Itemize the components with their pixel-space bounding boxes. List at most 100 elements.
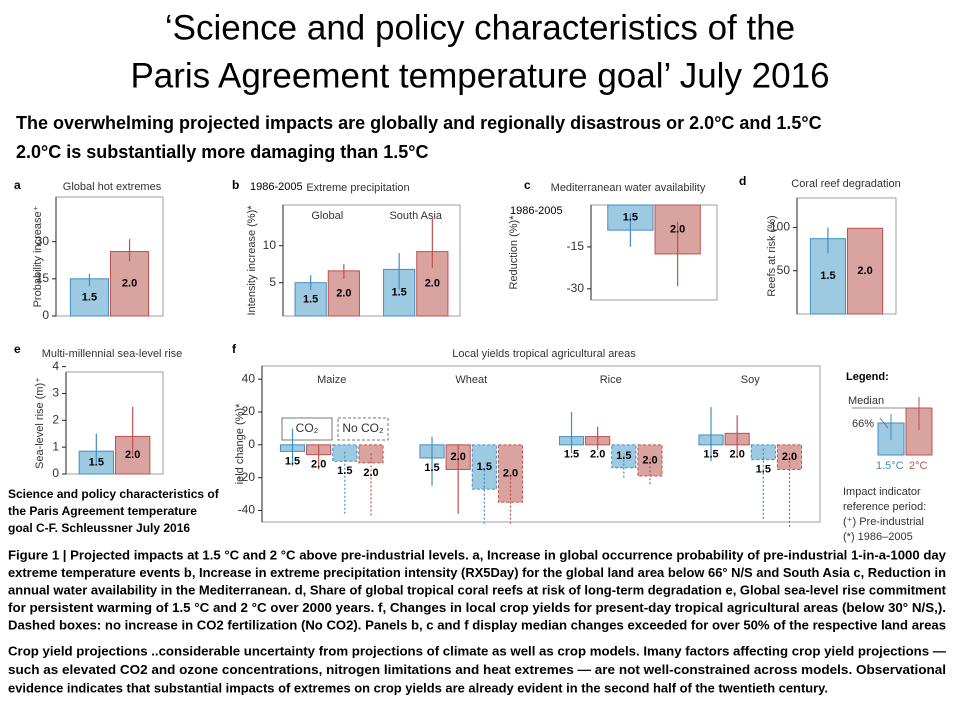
y-axis-label: Sea-level rise (m)⁺ bbox=[34, 377, 46, 469]
legend-label: reference period: bbox=[843, 501, 926, 513]
bar-label: 1.5 bbox=[337, 465, 352, 477]
y-axis-label: ield change (%)* bbox=[234, 403, 246, 484]
bar-label: 2.0 bbox=[311, 459, 326, 471]
y-tick-label: -15 bbox=[567, 239, 585, 253]
bar bbox=[294, 282, 327, 317]
bar-label: 1.5 bbox=[285, 455, 300, 467]
footer-line: such as elevated CO2 and ozone concentra… bbox=[8, 663, 946, 677]
y-tick-label: 1 bbox=[52, 439, 59, 453]
caption-line: Dashed boxes: no increase in CO2 fertili… bbox=[8, 618, 946, 632]
legend-label: 66% bbox=[852, 418, 874, 430]
bar-label: 2.0 bbox=[425, 278, 440, 290]
y-tick-label: 30 bbox=[36, 234, 50, 248]
title: ‘Science and policy characteristics of t… bbox=[165, 8, 795, 47]
y-tick-label: 3 bbox=[52, 386, 59, 400]
panel-title: Mediterranean water availability bbox=[551, 182, 706, 194]
bar-label: 2.0 bbox=[363, 467, 378, 479]
bar-label: 1.5 bbox=[756, 464, 771, 476]
bar bbox=[750, 444, 776, 461]
bar-label: 1.5 bbox=[623, 211, 638, 223]
legend-label: Impact indicator bbox=[843, 486, 921, 498]
bar-label: 1.5 bbox=[303, 293, 318, 305]
bar bbox=[847, 227, 884, 315]
legend-label: Median bbox=[848, 395, 884, 407]
bar-label: 2.0 bbox=[670, 223, 685, 235]
group-key bbox=[281, 417, 333, 441]
bar-label: 2.0 bbox=[642, 454, 657, 466]
y-tick-label: 20 bbox=[242, 404, 256, 418]
y-tick-label: 0 bbox=[52, 466, 59, 480]
group-key bbox=[337, 417, 389, 441]
footer-line: evidence indicates that substantial impa… bbox=[8, 681, 828, 695]
panel-letter: d bbox=[739, 174, 746, 188]
bar-label: 2.0 bbox=[782, 451, 797, 463]
y-axis-label: Reefs at risk (%) bbox=[766, 215, 778, 296]
bar-label: 1.5 bbox=[392, 287, 407, 299]
y-tick-label: 100 bbox=[770, 220, 790, 234]
bar-label: 2.0 bbox=[451, 451, 466, 463]
bar-label: 2.0 bbox=[122, 278, 137, 290]
panel-letter: b bbox=[232, 178, 239, 192]
bar-label: 1.5 bbox=[703, 449, 718, 461]
y-tick-label: 0 bbox=[248, 437, 255, 451]
caption-line: Figure 1 | Projected impacts at 1.5 °C a… bbox=[8, 548, 946, 562]
bar-label: 1.5 bbox=[477, 461, 492, 473]
bar-label: 1.5 bbox=[820, 270, 835, 282]
bar bbox=[497, 444, 524, 503]
panel-letter: a bbox=[14, 178, 21, 192]
bar-label: 1.5 bbox=[82, 291, 97, 303]
group-label: No CO₂ bbox=[342, 421, 384, 435]
footer-line: Crop yield projections ..considerable un… bbox=[8, 644, 947, 658]
legend-label: 2°C bbox=[909, 460, 928, 472]
y-tick-label: 5 bbox=[269, 275, 276, 289]
caption-line: for persistent warming of 1.5 °C and 2 °… bbox=[8, 601, 946, 615]
annotation: 1986-2005 bbox=[510, 205, 563, 217]
bar-label: 2.0 bbox=[503, 467, 518, 479]
bar bbox=[110, 251, 150, 317]
side-note: the Paris Agreement temperature bbox=[8, 504, 197, 518]
category-label: Maize bbox=[317, 374, 346, 386]
bar-label: 2.0 bbox=[730, 449, 745, 461]
bar-label: 1.5 bbox=[616, 450, 631, 462]
category-label: Soy bbox=[741, 374, 760, 386]
bar bbox=[416, 251, 449, 317]
y-axis-label: Probability increase⁺ bbox=[32, 205, 44, 307]
category-label: Wheat bbox=[455, 374, 487, 386]
legend-title: Legend: bbox=[846, 371, 889, 383]
y-axis-label: Reduction (%)* bbox=[508, 215, 520, 290]
panel-title: Coral reef degradation bbox=[791, 178, 900, 190]
side-note: goal C-F. Schleussner July 2016 bbox=[8, 521, 190, 535]
panel-letter: e bbox=[14, 342, 21, 356]
legend-label: (*) 1986–2005 bbox=[843, 531, 913, 543]
legend-label: (⁺) Pre-industrial bbox=[843, 516, 924, 528]
panel-title: Local yields tropical agricultural areas bbox=[452, 348, 636, 360]
headline: 2.0°C is substantially more damaging tha… bbox=[16, 142, 429, 162]
group-label: CO₂ bbox=[296, 421, 319, 435]
title: Paris Agreement temperature goal’ July 2… bbox=[130, 56, 829, 95]
y-axis-label: Intensity increase (%)* bbox=[246, 205, 258, 316]
category-label: South Asia bbox=[389, 210, 442, 222]
annotation: 1986-2005 bbox=[250, 181, 303, 193]
bar-label: 2.0 bbox=[125, 449, 140, 461]
category-label: Global bbox=[311, 210, 343, 222]
bar-label: 2.0 bbox=[336, 287, 351, 299]
panel-title: Global hot extremes bbox=[63, 181, 162, 193]
y-tick-label: 10 bbox=[263, 238, 277, 252]
caption-line: extreme temperature events b, Increase i… bbox=[8, 566, 946, 580]
y-tick-label: 4 bbox=[52, 359, 59, 373]
category-label: Rice bbox=[600, 374, 622, 386]
caption-line: annual water availability in the Mediter… bbox=[8, 583, 947, 597]
bar-label: 2.0 bbox=[590, 449, 605, 461]
y-tick-label: 15 bbox=[36, 271, 50, 285]
y-tick-label: -30 bbox=[567, 281, 585, 295]
panel-letter: c bbox=[524, 178, 531, 192]
y-tick-label: 0 bbox=[42, 308, 49, 322]
y-tick-label: 40 bbox=[242, 371, 256, 385]
bar-label: 1.5 bbox=[89, 456, 104, 468]
side-note: Science and policy characteristics of bbox=[8, 487, 220, 501]
legend-label: 1.5°C bbox=[876, 460, 904, 472]
legend: Legend: Median 66% 1.5°C 2°C Impact indi… bbox=[843, 371, 933, 543]
panel-title: Extreme precipitation bbox=[306, 182, 409, 194]
bar-label: 1.5 bbox=[564, 449, 579, 461]
